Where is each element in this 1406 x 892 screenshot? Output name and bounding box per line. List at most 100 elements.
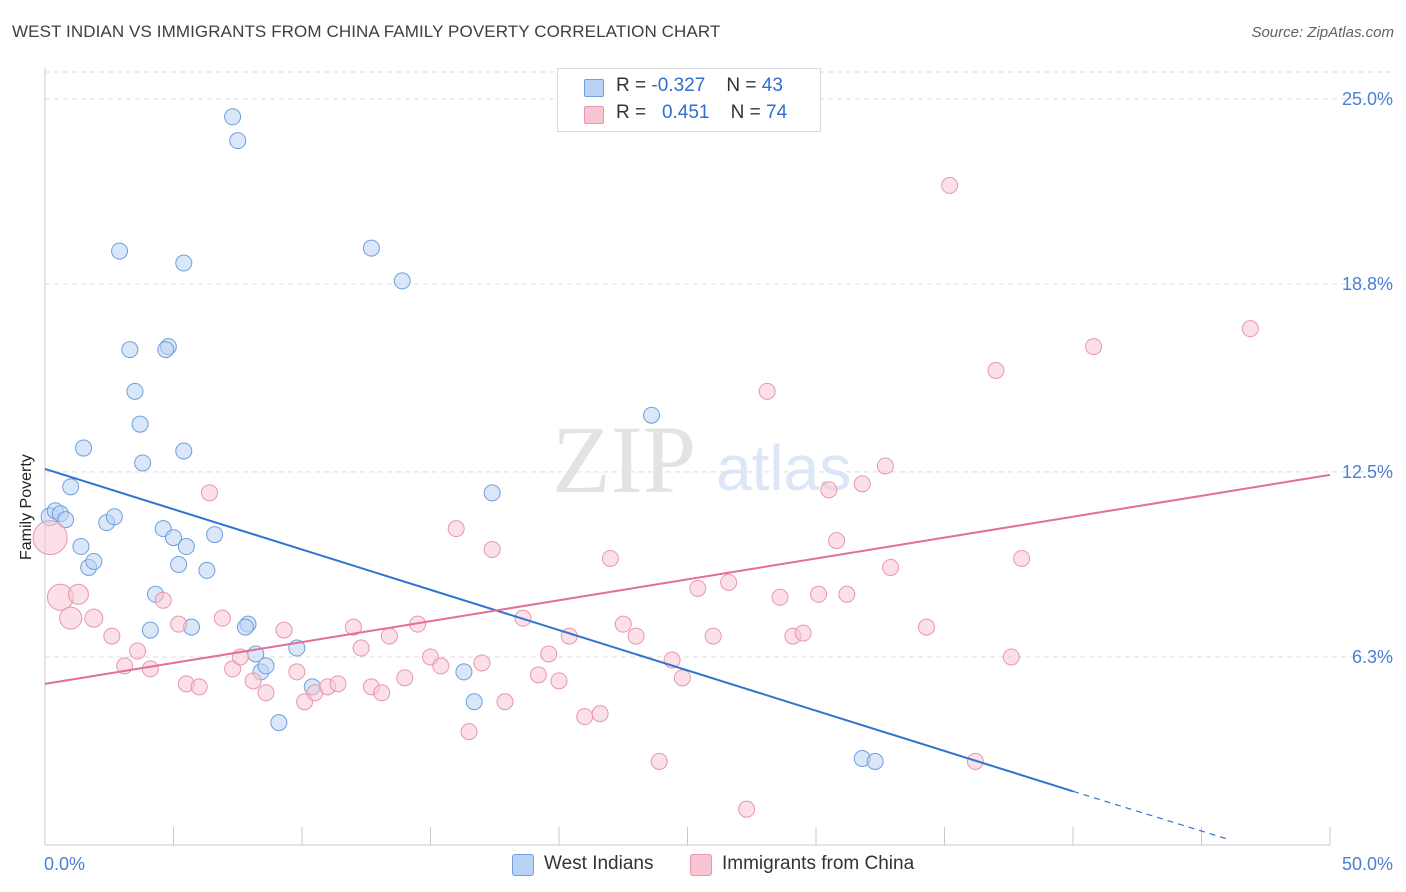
west-indians-point — [131, 415, 149, 433]
west-indians-point — [257, 657, 275, 675]
west-indians-point — [483, 484, 501, 502]
n-label: N = — [730, 102, 761, 123]
west-indians-point — [270, 714, 288, 732]
china-point — [170, 615, 188, 633]
source-credit: Source: ZipAtlas.com — [1251, 24, 1394, 41]
west-indians-point — [393, 272, 411, 290]
china-points — [32, 176, 1259, 818]
west-indians-point — [157, 341, 175, 359]
n-label: N = — [726, 75, 757, 96]
legend-label: West Indians — [544, 853, 654, 874]
china-point — [876, 457, 894, 475]
west-indians-point — [643, 406, 661, 424]
correlation-legend: R = -0.327 N = 43 R = 0.451 N = 74 — [557, 68, 821, 132]
west-indians-point — [126, 382, 144, 400]
china-point — [550, 672, 568, 690]
china-point — [329, 675, 347, 693]
china-point — [820, 481, 838, 499]
west-indians-point — [85, 552, 103, 570]
grid-lines — [45, 71, 1392, 658]
west-indians-point — [75, 439, 93, 457]
china-point — [591, 705, 609, 723]
west-indians-trend-extension — [1072, 790, 1228, 840]
china-point — [650, 752, 668, 770]
china-point — [838, 585, 856, 603]
china-point — [882, 558, 900, 576]
x-tick-label: 50.0% — [1342, 854, 1393, 874]
china-point — [200, 484, 218, 502]
west-indians-point — [866, 752, 884, 770]
y-tick-label: 18.8% — [1342, 274, 1393, 294]
x-tick-label: 0.0% — [44, 854, 85, 874]
china-point — [738, 800, 756, 818]
china-point — [853, 475, 871, 493]
series-legend: West Indians Immigrants from China — [0, 850, 1406, 880]
china-point — [1241, 320, 1259, 338]
china-point — [432, 657, 450, 675]
n-value: 43 — [761, 75, 783, 96]
r-value: -0.327 — [651, 75, 706, 96]
chart-title: WEST INDIAN VS IMMIGRANTS FROM CHINA FAM… — [12, 22, 721, 41]
west-indians-point — [170, 555, 188, 573]
china-point — [84, 608, 104, 628]
west-indians-point — [62, 478, 80, 496]
west-indians-swatch — [512, 854, 534, 876]
china-point — [275, 621, 293, 639]
n-value: 74 — [766, 102, 788, 123]
west-indians-point — [455, 663, 473, 681]
west-indians-point — [121, 341, 139, 359]
r-label: R = — [616, 75, 647, 96]
r-value: 0.451 — [661, 102, 710, 123]
china-point — [373, 684, 391, 702]
china-point — [758, 382, 776, 400]
china-point — [190, 678, 208, 696]
china-point — [103, 627, 121, 645]
china-point — [794, 624, 812, 642]
west-indians-point — [134, 454, 152, 472]
west-indians-trend-line — [44, 467, 1074, 793]
west-indians-point — [465, 693, 483, 711]
west-indians-point — [165, 529, 182, 547]
china-point — [1085, 338, 1103, 356]
china-point — [473, 654, 491, 672]
west-indians-point — [175, 254, 193, 272]
west-indians-point — [111, 242, 129, 260]
y-tick-label: 12.5% — [1342, 462, 1393, 482]
china-point — [576, 708, 594, 726]
china-point — [704, 627, 722, 645]
y-tick-label: 6.3% — [1352, 647, 1393, 667]
china-point — [213, 609, 231, 627]
china-point — [288, 663, 306, 681]
china-point — [141, 660, 159, 678]
west-indians-point — [229, 132, 247, 150]
china-point — [614, 615, 632, 633]
tick-labels: 6.3% 12.5% 18.8% 25.0% 0.0% 50.0% — [44, 89, 1393, 874]
legend-label: Immigrants from China — [722, 853, 915, 874]
china-point — [483, 541, 501, 559]
west-indians-point — [72, 538, 90, 556]
west-indians-point — [206, 526, 224, 544]
west-indians-points — [40, 108, 884, 770]
china-point — [689, 579, 707, 597]
y-tick-label: 25.0% — [1342, 89, 1393, 109]
axes — [44, 68, 1331, 846]
china-point — [771, 588, 789, 606]
china-point — [129, 642, 147, 660]
china-point — [224, 660, 242, 678]
west-indians-point — [224, 108, 242, 126]
china-point — [257, 684, 275, 702]
watermark-zip: ZIP — [552, 406, 696, 513]
china-point — [396, 669, 414, 687]
west-indians-point — [57, 511, 75, 529]
china-point — [447, 520, 465, 538]
china-point — [496, 693, 514, 711]
china-point — [627, 627, 645, 645]
china-point — [344, 618, 362, 636]
west-indians-point — [141, 621, 159, 639]
china-point — [987, 361, 1005, 379]
china-point — [673, 669, 691, 687]
west-indians-point — [198, 561, 216, 579]
china-point — [244, 672, 262, 690]
china-point — [1002, 648, 1020, 666]
